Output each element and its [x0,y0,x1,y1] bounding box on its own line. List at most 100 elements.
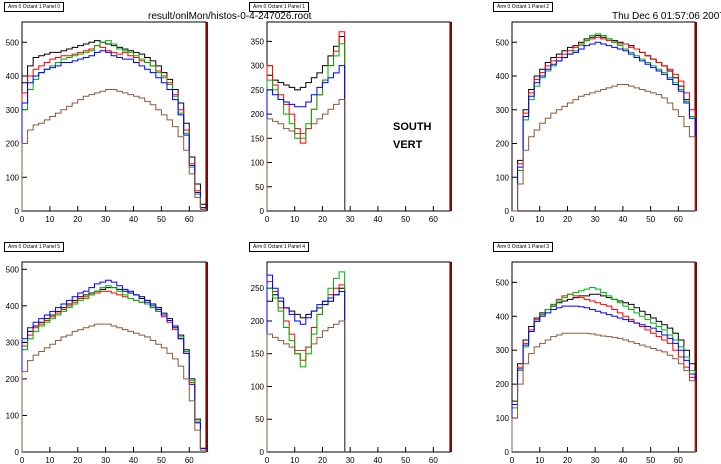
x-tick-label-4-0: 0 [265,456,270,464]
y-tick-label-5-0: 0 [505,448,510,457]
series-2-3 [512,41,696,212]
x-tick-label-3-40: 40 [129,456,138,464]
x-tick-label-2-20: 20 [563,215,572,224]
series-3-3 [21,279,207,452]
x-tick-label-0-40: 40 [129,215,138,224]
panel-title-0: Arm 0 Octant 1 Panel 0 [4,2,64,12]
x-tick-label-3-10: 10 [45,456,54,464]
x-tick-label-3-0: 0 [20,456,25,464]
y-tick-label-1-200: 200 [251,110,265,119]
y-tick-label-2-0: 0 [505,207,510,216]
series-0-1 [21,45,207,211]
series-5-0 [511,293,696,452]
y-tick-label-2-100: 100 [496,173,510,182]
x-tick-label-0-10: 10 [45,215,54,224]
panel-title-1: Arm 0 Octant 1 Panel 1 [249,2,309,12]
y-tick-label-3-300: 300 [6,338,20,347]
x-tick-label-5-10: 10 [535,456,544,464]
x-tick-label-1-30: 30 [346,215,355,224]
y-tick-label-3-100: 100 [6,411,20,420]
panel-title-5: Arm 0 Octant 1 Panel 3 [493,242,553,252]
timestamp-label: Thu Dec 6 01:57:06 2007 [612,11,721,22]
plot-frame-5 [511,261,696,453]
y-tick-label-2-400: 400 [496,72,510,81]
x-tick-label-2-50: 50 [646,215,655,224]
y-tick-label-3-200: 200 [6,375,20,384]
x-tick-label-5-50: 50 [646,456,655,464]
y-tick-label-1-300: 300 [251,62,265,71]
x-tick-label-5-60: 60 [674,456,683,464]
plot-frame-4 [266,261,451,453]
series-2-4 [512,83,696,212]
series-5-4 [511,332,696,452]
y-tick-label-5-400: 400 [496,312,510,321]
series-4-2 [266,271,346,452]
y-tick-label-1-350: 350 [251,37,265,46]
plot-frame-3 [21,261,207,453]
plot-frame-2 [511,21,696,212]
series-4-4 [266,320,346,452]
x-tick-label-0-60: 60 [185,215,194,224]
series-3-4 [21,323,207,452]
y-tick-label-1-150: 150 [251,134,265,143]
x-tick-label-2-40: 40 [618,215,627,224]
y-tick-label-1-250: 250 [251,86,265,95]
panel-title-4: Arm 0 Octant 1 Panel 4 [249,242,309,252]
series-5-3 [511,305,696,452]
x-tick-label-5-40: 40 [618,456,627,464]
series-2-1 [512,36,696,212]
x-tick-label-0-50: 50 [157,215,166,224]
y-tick-label-3-400: 400 [6,302,20,311]
y-tick-label-1-100: 100 [251,159,265,168]
series-4-3 [266,274,346,452]
x-tick-label-5-0: 0 [510,456,515,464]
x-tick-label-2-30: 30 [591,215,600,224]
y-tick-label-4-100: 100 [251,382,265,391]
y-tick-label-1-50: 50 [255,183,264,192]
panel-title-3: Arm 0 Octant 1 Panel 5 [4,242,64,252]
series-1-3 [266,65,346,211]
y-tick-label-2-500: 500 [496,38,510,47]
y-tick-label-0-0: 0 [15,207,20,216]
x-tick-label-5-30: 30 [591,456,600,464]
x-tick-label-0-0: 0 [20,215,25,224]
series-0-2 [21,40,207,211]
x-tick-label-2-0: 0 [510,215,515,224]
x-tick-label-4-20: 20 [318,456,327,464]
y-tick-label-2-200: 200 [496,140,510,149]
annotation-vert: VERT [393,139,423,151]
x-tick-label-1-40: 40 [373,215,382,224]
y-tick-label-5-100: 100 [496,414,510,423]
y-tick-label-2-300: 300 [496,106,510,115]
y-tick-label-4-250: 250 [251,284,265,293]
series-2-2 [512,33,696,212]
y-tick-label-0-400: 400 [6,72,20,81]
x-tick-label-4-30: 30 [346,456,355,464]
x-tick-label-1-0: 0 [265,215,270,224]
x-tick-label-4-10: 10 [290,456,299,464]
x-tick-label-5-20: 20 [563,456,572,464]
x-tick-label-1-60: 60 [429,215,438,224]
x-tick-label-3-50: 50 [157,456,166,464]
y-tick-label-5-300: 300 [496,346,510,355]
y-tick-label-5-200: 200 [496,380,510,389]
annotation-south: SOUTH [393,121,432,133]
y-tick-label-1-0: 0 [260,207,265,216]
y-tick-label-3-0: 0 [15,448,20,457]
x-tick-label-0-20: 20 [73,215,82,224]
series-1-4 [266,99,346,211]
x-tick-label-4-40: 40 [373,456,382,464]
series-0-4 [21,89,207,211]
y-tick-label-0-200: 200 [6,140,20,149]
y-tick-label-4-50: 50 [255,415,264,424]
y-tick-label-5-500: 500 [496,278,510,287]
x-tick-label-1-10: 10 [290,215,299,224]
y-tick-label-4-0: 0 [260,448,265,457]
y-tick-label-4-150: 150 [251,350,265,359]
plot-frame-1 [266,21,451,212]
series-5-2 [511,286,696,452]
y-tick-label-0-100: 100 [6,173,20,182]
x-tick-label-4-60: 60 [429,456,438,464]
x-tick-label-1-20: 20 [318,215,327,224]
